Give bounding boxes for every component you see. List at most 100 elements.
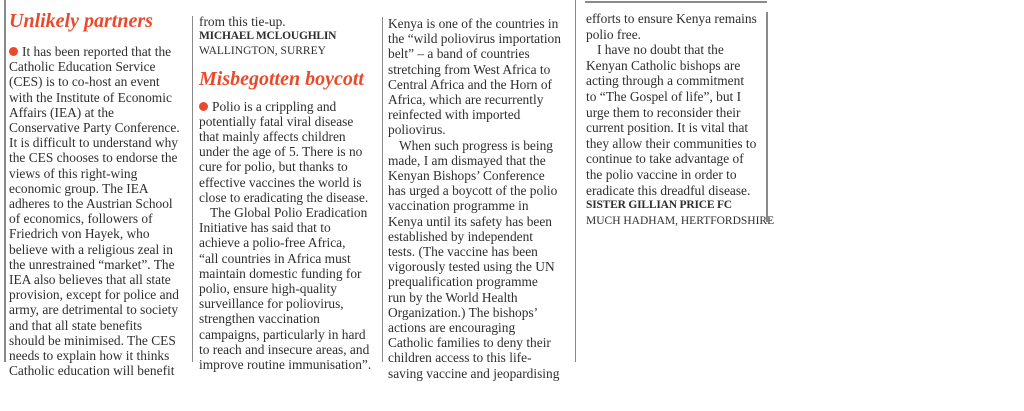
text-line: maintain domestic funding for <box>199 266 377 281</box>
text-line: Catholic families to deny their <box>388 335 570 350</box>
text-line: Catholic Education Service <box>9 59 189 74</box>
text: needs to explain how it thinks <box>9 348 170 364</box>
text: Kenya is one of the countries in <box>388 16 559 31</box>
text-line: Kenya until its safety has been <box>388 214 570 229</box>
text: Affairs (IEA) at the <box>9 104 114 120</box>
text-line: Organization.) The bishops’ <box>388 305 570 320</box>
text: reinfected with imported <box>388 107 521 123</box>
text: achieve a polio-free Africa, <box>199 235 346 251</box>
text: the polio vaccine in order to <box>586 166 737 182</box>
text-line: the CES chooses to endorse the <box>9 150 189 165</box>
bullet-dot-icon <box>199 101 208 111</box>
text: from this tie-up. <box>199 14 286 29</box>
text-line: the polio vaccine in order to <box>586 167 766 183</box>
text: prequalification programme <box>388 274 538 290</box>
text-line: current position. It is vital that <box>586 120 766 136</box>
text-line: provision, except for police and <box>9 287 189 302</box>
text-line: I have no doubt that the <box>586 42 766 58</box>
column-2: from this tie-up. MICHAEL MCLOUGHLIN WAL… <box>199 14 377 372</box>
text: maintain domestic funding for <box>199 265 362 281</box>
text-line: Kenyan Bishops’ Conference <box>388 168 570 183</box>
letter2-paragraph-continued: efforts to ensure Kenya remains polio fre… <box>586 11 766 42</box>
text-line: of economics, followers of <box>9 211 189 226</box>
text: acting through a commitment <box>586 73 745 89</box>
headline-unlikely-partners: Unlikely partners <box>9 10 153 32</box>
text: poliovirus. <box>388 122 446 138</box>
text: “all countries in Africa must <box>199 250 351 266</box>
text: eradicate this dreadful disease. <box>586 182 751 198</box>
text-line: and that all state benefits <box>9 318 189 333</box>
text: Catholic families to deny their <box>388 335 551 351</box>
text: the CES chooses to endorse the <box>9 150 178 166</box>
text: Initiative has said that to <box>199 220 331 236</box>
column-4: efforts to ensure Kenya remains polio fre… <box>586 11 775 229</box>
text: The Global Polio Eradication <box>210 205 368 221</box>
letter2-paragraph: I have no doubt that the Kenyan Catholic … <box>586 42 766 198</box>
column-rule <box>4 0 6 362</box>
text-line: under the age of 5. There is no <box>199 144 377 159</box>
text-line: has urged a boycott of the polio <box>388 183 570 198</box>
text: Kenyan Bishops’ Conference <box>388 168 545 184</box>
text: Friedrich von Hayek, who <box>9 226 150 242</box>
letter1-body-continued: from this tie-up. <box>199 14 377 29</box>
text: vaccination programme in <box>388 198 529 214</box>
text-line: stretching from West Africa to <box>388 62 570 77</box>
text-line: economic group. The IEA <box>9 181 189 196</box>
text: (CES) is to co-host an event <box>9 74 160 90</box>
text: stretching from West Africa to <box>388 61 551 77</box>
text-line: should be minimised. The CES <box>9 333 189 348</box>
text: to “The Gospel of life”, but I <box>586 88 742 104</box>
text-line: children access to this life- <box>388 350 570 365</box>
text: efforts to ensure Kenya remains <box>586 11 757 26</box>
text-line: eradicate this dreadful disease. <box>586 183 766 199</box>
text: under the age of 5. There is no <box>199 144 363 160</box>
text: adheres to the Austrian School <box>9 196 173 212</box>
text-line: improve routine immunisation”. <box>199 357 377 372</box>
text: Central Africa and the Horn of <box>388 76 552 92</box>
text: close to eradicating the disease. <box>199 189 369 205</box>
text-line: Polio is a crippling and <box>199 99 377 114</box>
author-location: MUCH HADHAM, HERTFORDSHIRE <box>586 214 775 227</box>
text-line: the “wild poliovirus importation <box>388 31 570 46</box>
text-line: from this tie-up. <box>199 14 377 29</box>
bullet-dot-icon <box>9 47 18 56</box>
text-line: the unrestrained “market”. The <box>9 257 189 272</box>
text-line: vigorously tested using the UN <box>388 259 570 274</box>
text-line: surveillance for poliovirus, <box>199 296 377 311</box>
text-line: belt” – a band of countries <box>388 46 570 61</box>
text-line: The Global Polio Eradication <box>199 205 377 220</box>
text: Catholic Education Service <box>9 59 156 75</box>
author-name: MICHAEL MCLOUGHLIN <box>199 30 337 43</box>
text: polio, ensure high-quality <box>199 281 337 297</box>
text-line: (CES) is to co-host an event <box>9 74 189 89</box>
column-rule <box>192 16 193 362</box>
text-line: continue to take advantage of <box>586 151 766 167</box>
text-line: run by the World Health <box>388 290 570 305</box>
text-line: potentially fatal viral disease <box>199 114 377 129</box>
text: actions are encouraging <box>388 320 516 336</box>
text: belt” – a band of countries <box>388 46 530 62</box>
text: to reach and insecure areas, and <box>199 341 370 357</box>
text-line: army, are detrimental to society <box>9 302 189 317</box>
text: polio free. <box>586 26 642 42</box>
text: should be minimised. The CES <box>9 332 176 348</box>
text: made, I am dismayed that the <box>388 152 546 168</box>
text: potentially fatal viral disease <box>199 113 354 129</box>
headline-misbegotten-boycott: Misbegotten boycott <box>199 67 364 90</box>
text-line: achieve a polio-free Africa, <box>199 235 377 250</box>
text-line: Affairs (IEA) at the <box>9 105 189 120</box>
text-line: believe with a religious zeal in <box>9 242 189 257</box>
text-line: with the Institute of Economic <box>9 90 189 105</box>
text: current position. It is vital that <box>586 120 749 136</box>
letter2-paragraph: Polio is a crippling and potentially fata… <box>199 99 377 205</box>
text: saving vaccine and jeopardising <box>388 365 560 381</box>
text: and that all state benefits <box>9 317 143 333</box>
text: It is difficult to understand why <box>9 135 178 151</box>
text: It has been reported that the <box>22 44 172 59</box>
text: vigorously tested using the UN <box>388 259 555 275</box>
column-rule <box>575 0 576 362</box>
text: Conservative Party Conference. <box>9 120 180 136</box>
text-line: effective vaccines the world is <box>199 175 377 190</box>
text: effective vaccines the world is <box>199 174 362 190</box>
text: When such progress is being <box>399 137 553 153</box>
